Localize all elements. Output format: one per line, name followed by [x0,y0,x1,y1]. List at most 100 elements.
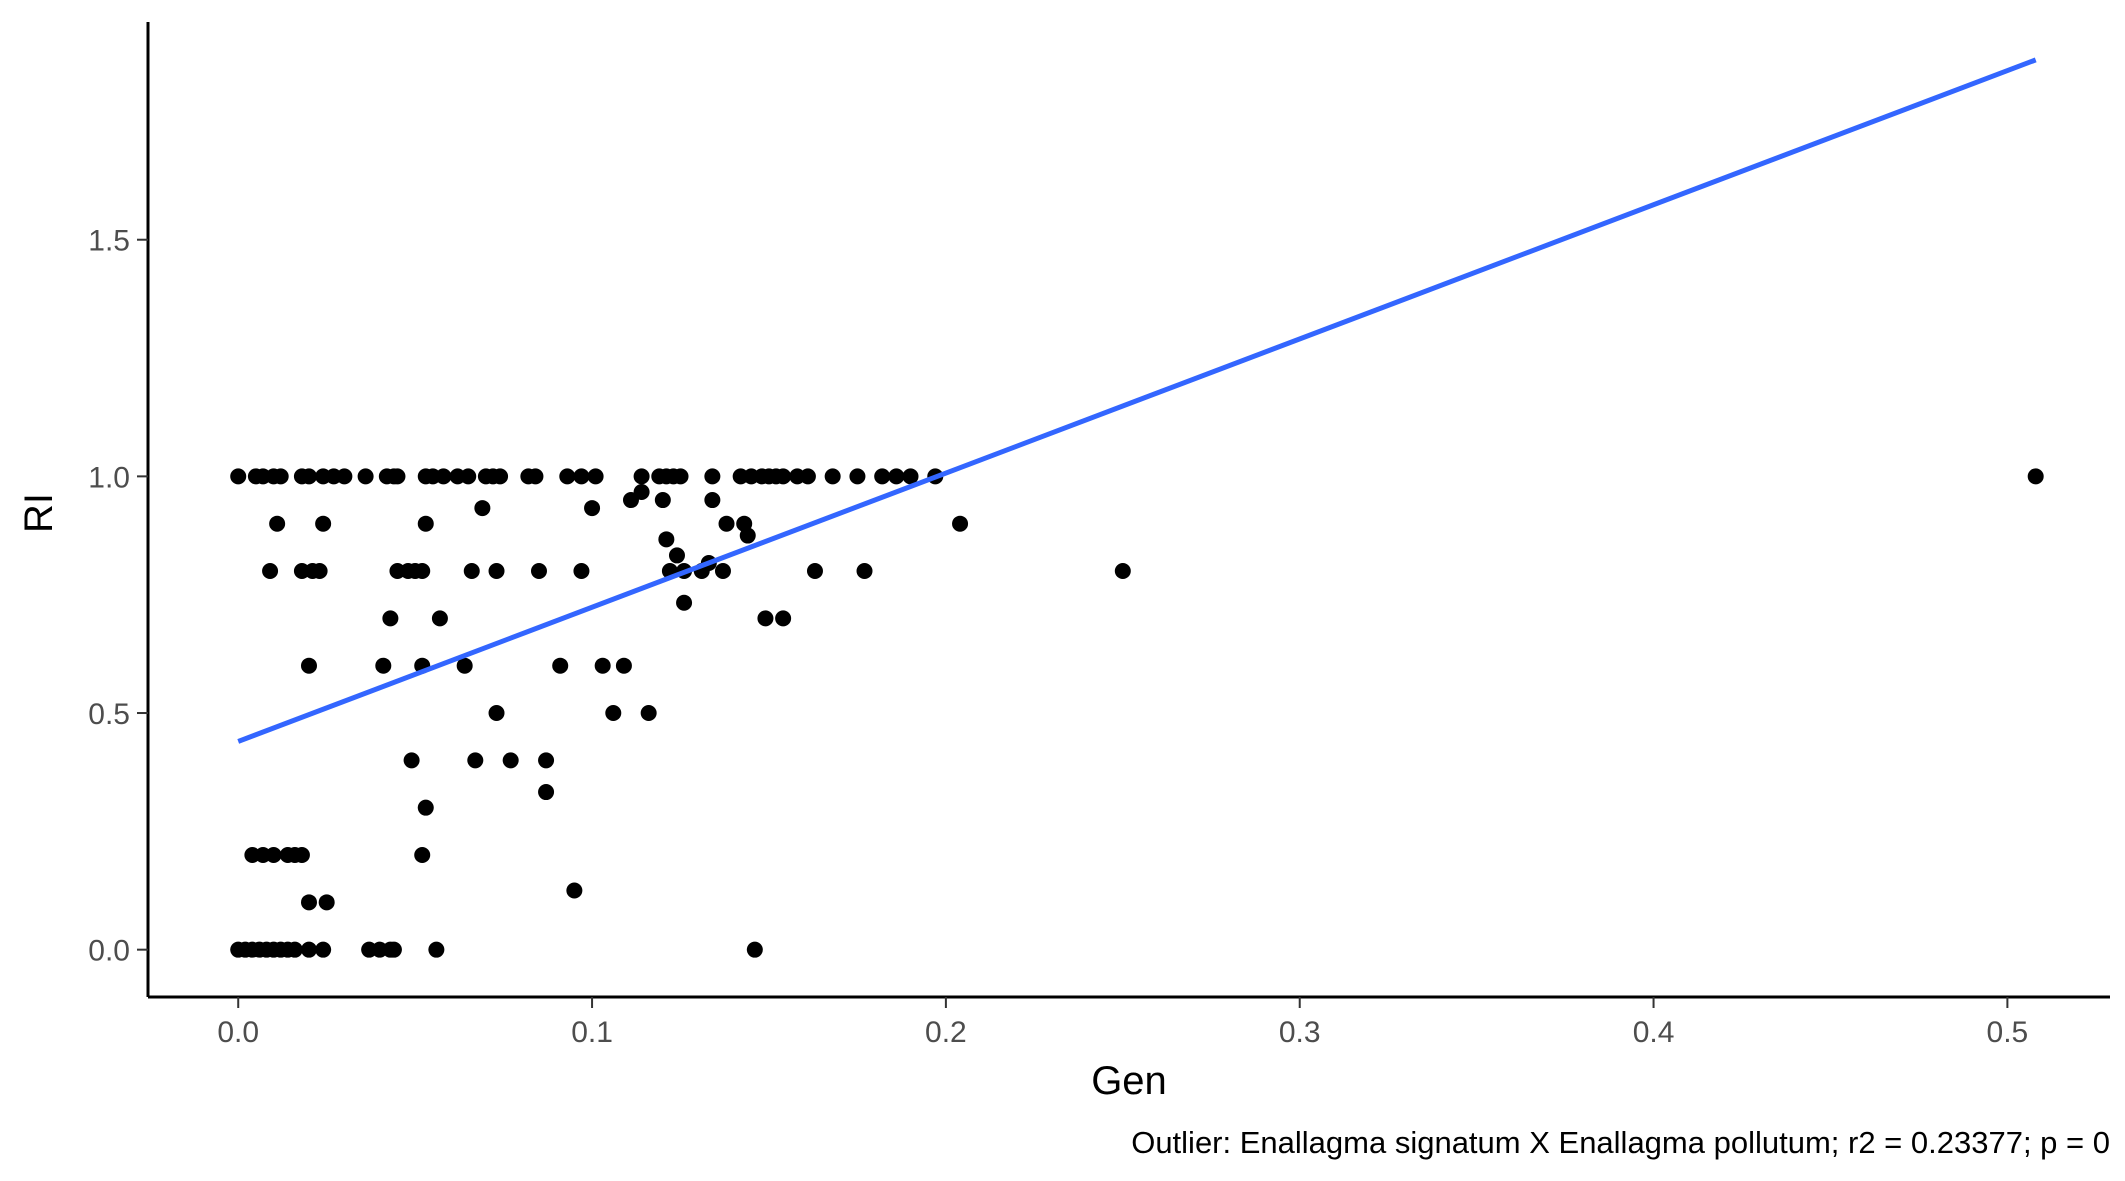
y-tick-label: 0.0 [88,935,130,968]
y-axis-ticks: 0.0 0.5 1.0 1.5 [88,225,148,968]
data-point [746,941,763,958]
regression-line [237,57,2037,744]
data-point [874,468,891,485]
data-point [414,563,431,580]
data-point [417,515,434,532]
data-point [806,563,823,580]
data-point [311,563,328,580]
data-point [704,492,721,509]
data-point [739,527,756,544]
data-point [952,515,969,532]
data-point [417,799,434,816]
data-point [272,468,289,485]
data-point [488,705,505,722]
data-point [587,468,604,485]
caption-note: Outlier: Enallagma signatum X Enallagma … [1131,1125,2110,1160]
y-tick-label: 0.5 [88,698,130,731]
y-tick-label: 1.5 [88,225,130,258]
data-point [502,752,519,769]
y-tick-label: 1.0 [88,461,130,494]
x-tick-label: 0.1 [571,1016,613,1049]
data-point [382,610,399,627]
data-point [633,483,650,500]
data-point [431,610,448,627]
fit-line-layer [237,57,2037,744]
data-point [594,657,611,674]
data-point [573,563,590,580]
data-point [265,847,282,864]
data-point [435,468,452,485]
data-point [300,468,317,485]
data-point [318,894,335,911]
data-point [375,657,392,674]
data-point [658,531,675,548]
data-point [357,468,374,485]
data-point [315,941,332,958]
data-point [668,547,685,564]
data-point [456,657,473,674]
x-axis-ticks: 0.0 0.1 0.2 0.3 0.4 0.5 [217,997,2028,1049]
data-point [467,752,484,769]
data-point [300,941,317,958]
data-point [300,894,317,911]
data-point [286,941,303,958]
data-point [775,610,792,627]
data-point [300,657,317,674]
data-point [403,752,420,769]
data-point [672,468,689,485]
points-layer [230,468,2044,958]
data-point [714,563,731,580]
data-point [389,468,406,485]
data-point [474,500,491,517]
data-point [385,941,402,958]
data-point [269,515,286,532]
x-axis-title: Gen [1091,1059,1167,1103]
x-tick-label: 0.0 [217,1016,259,1049]
data-point [538,752,555,769]
data-point [262,563,279,580]
data-point [856,563,873,580]
data-point [552,657,569,674]
data-point [492,468,509,485]
data-point [757,610,774,627]
data-point [718,515,735,532]
data-point [315,515,332,532]
data-point [527,468,544,485]
data-point [584,500,601,517]
data-point [615,657,632,674]
data-point [849,468,866,485]
data-point [799,468,816,485]
data-point [902,468,919,485]
data-point [2027,468,2044,485]
data-point [530,563,547,580]
data-point [559,468,576,485]
data-point [640,705,657,722]
data-point [293,847,310,864]
data-point [775,468,792,485]
data-point [888,468,905,485]
data-point [336,468,353,485]
data-point [704,468,721,485]
data-point [1114,563,1131,580]
data-point [414,847,431,864]
data-point [654,492,671,509]
data-point [566,882,583,899]
x-tick-label: 0.4 [1633,1016,1675,1049]
data-point [573,468,590,485]
y-axis-title: RI [17,493,61,533]
data-point [824,468,841,485]
data-point [488,563,505,580]
data-point [230,468,247,485]
data-point [676,594,693,611]
data-point [428,941,445,958]
axes [146,22,2110,999]
x-tick-label: 0.2 [925,1016,967,1049]
data-point [633,468,650,485]
data-point [460,468,477,485]
data-point [463,563,480,580]
data-point [538,784,555,801]
x-tick-label: 0.5 [1987,1016,2029,1049]
x-tick-label: 0.3 [1279,1016,1321,1049]
data-point [605,705,622,722]
